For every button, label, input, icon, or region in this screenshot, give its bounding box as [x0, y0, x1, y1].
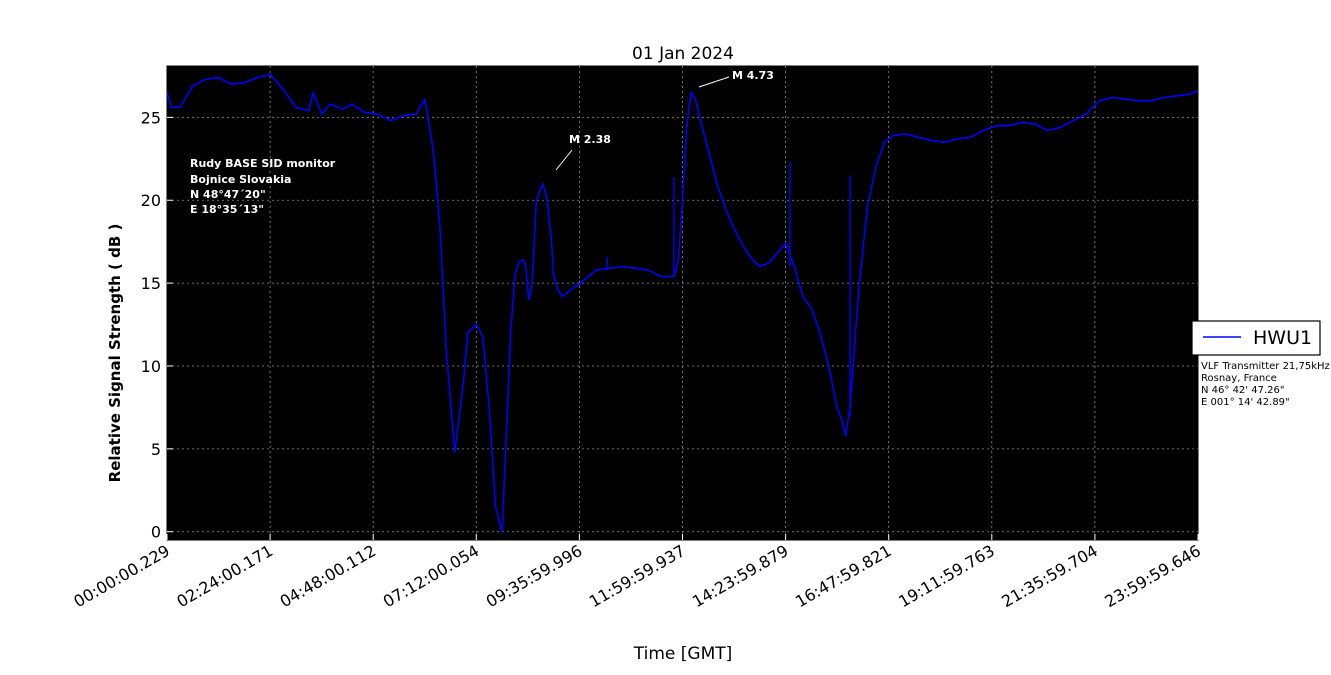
x-tick-label: 04:48:00.112 — [277, 541, 380, 611]
y-axis-label: Relative Signal Strength ( dB ) — [106, 224, 124, 483]
y-tick-label: 10 — [141, 357, 161, 376]
y-tick-label: 15 — [141, 274, 161, 293]
y-tick-label: 5 — [151, 440, 161, 459]
station-info-line-2: Bojnice Slovakia — [190, 173, 291, 186]
x-tick-label: 09:35:59.996 — [483, 541, 586, 611]
annotation-pointer-m473 — [698, 76, 730, 88]
transmitter-info-line-1: VLF Transmitter 21,75kHz — [1201, 361, 1330, 372]
x-tick-label: 23:59:59.646 — [1101, 541, 1204, 611]
x-axis-ticks: 00:00:00.229 02:24:00.171 04:48:00.112 07:1… — [70, 534, 1204, 611]
x-tick-label: 14:23:59.879 — [689, 541, 792, 611]
x-tick-label: 21:35:59.704 — [998, 541, 1101, 611]
legend-label-hwu1: HWU1 — [1253, 327, 1312, 349]
y-axis-ticks: 0 5 10 15 20 25 — [141, 108, 173, 542]
x-tick-label: 07:12:00.054 — [380, 541, 483, 611]
transmitter-info-line-2: Rosnay, France — [1201, 373, 1277, 384]
station-info-line-3: N 48°47´20" — [190, 188, 266, 201]
x-tick-label: 16:47:59.821 — [792, 541, 895, 611]
chart-title: 01 Jan 2024 — [632, 44, 734, 64]
x-tick-label: 02:24:00.171 — [174, 541, 277, 611]
series-line-hwu1 — [166, 73, 1199, 533]
station-info-line-1: Rudy BASE SID monitor — [190, 157, 336, 170]
spike-marks — [606, 162, 851, 416]
transmitter-info-line-3: N 46° 42' 47.26" — [1201, 385, 1284, 396]
legend-box — [1191, 320, 1321, 356]
transmitter-info-line-4: E 001° 14' 42.89" — [1201, 397, 1290, 408]
x-tick-label: 00:00:00.229 — [70, 541, 173, 611]
y-tick-label: 20 — [141, 191, 161, 210]
grid — [167, 66, 1198, 540]
annotation-pointer-m238 — [555, 149, 573, 171]
annotation-m238: M 2.38 — [569, 133, 611, 146]
y-tick-label: 25 — [141, 108, 161, 127]
x-tick-label: 11:59:59.937 — [586, 541, 689, 611]
annotation-m473: M 4.73 — [732, 69, 774, 82]
y-tick-label: 0 — [151, 523, 161, 542]
station-info-line-4: E 18°35´13" — [190, 203, 264, 216]
x-tick-label: 19:11:59.763 — [895, 541, 998, 611]
x-axis-label: Time [GMT] — [633, 644, 733, 664]
